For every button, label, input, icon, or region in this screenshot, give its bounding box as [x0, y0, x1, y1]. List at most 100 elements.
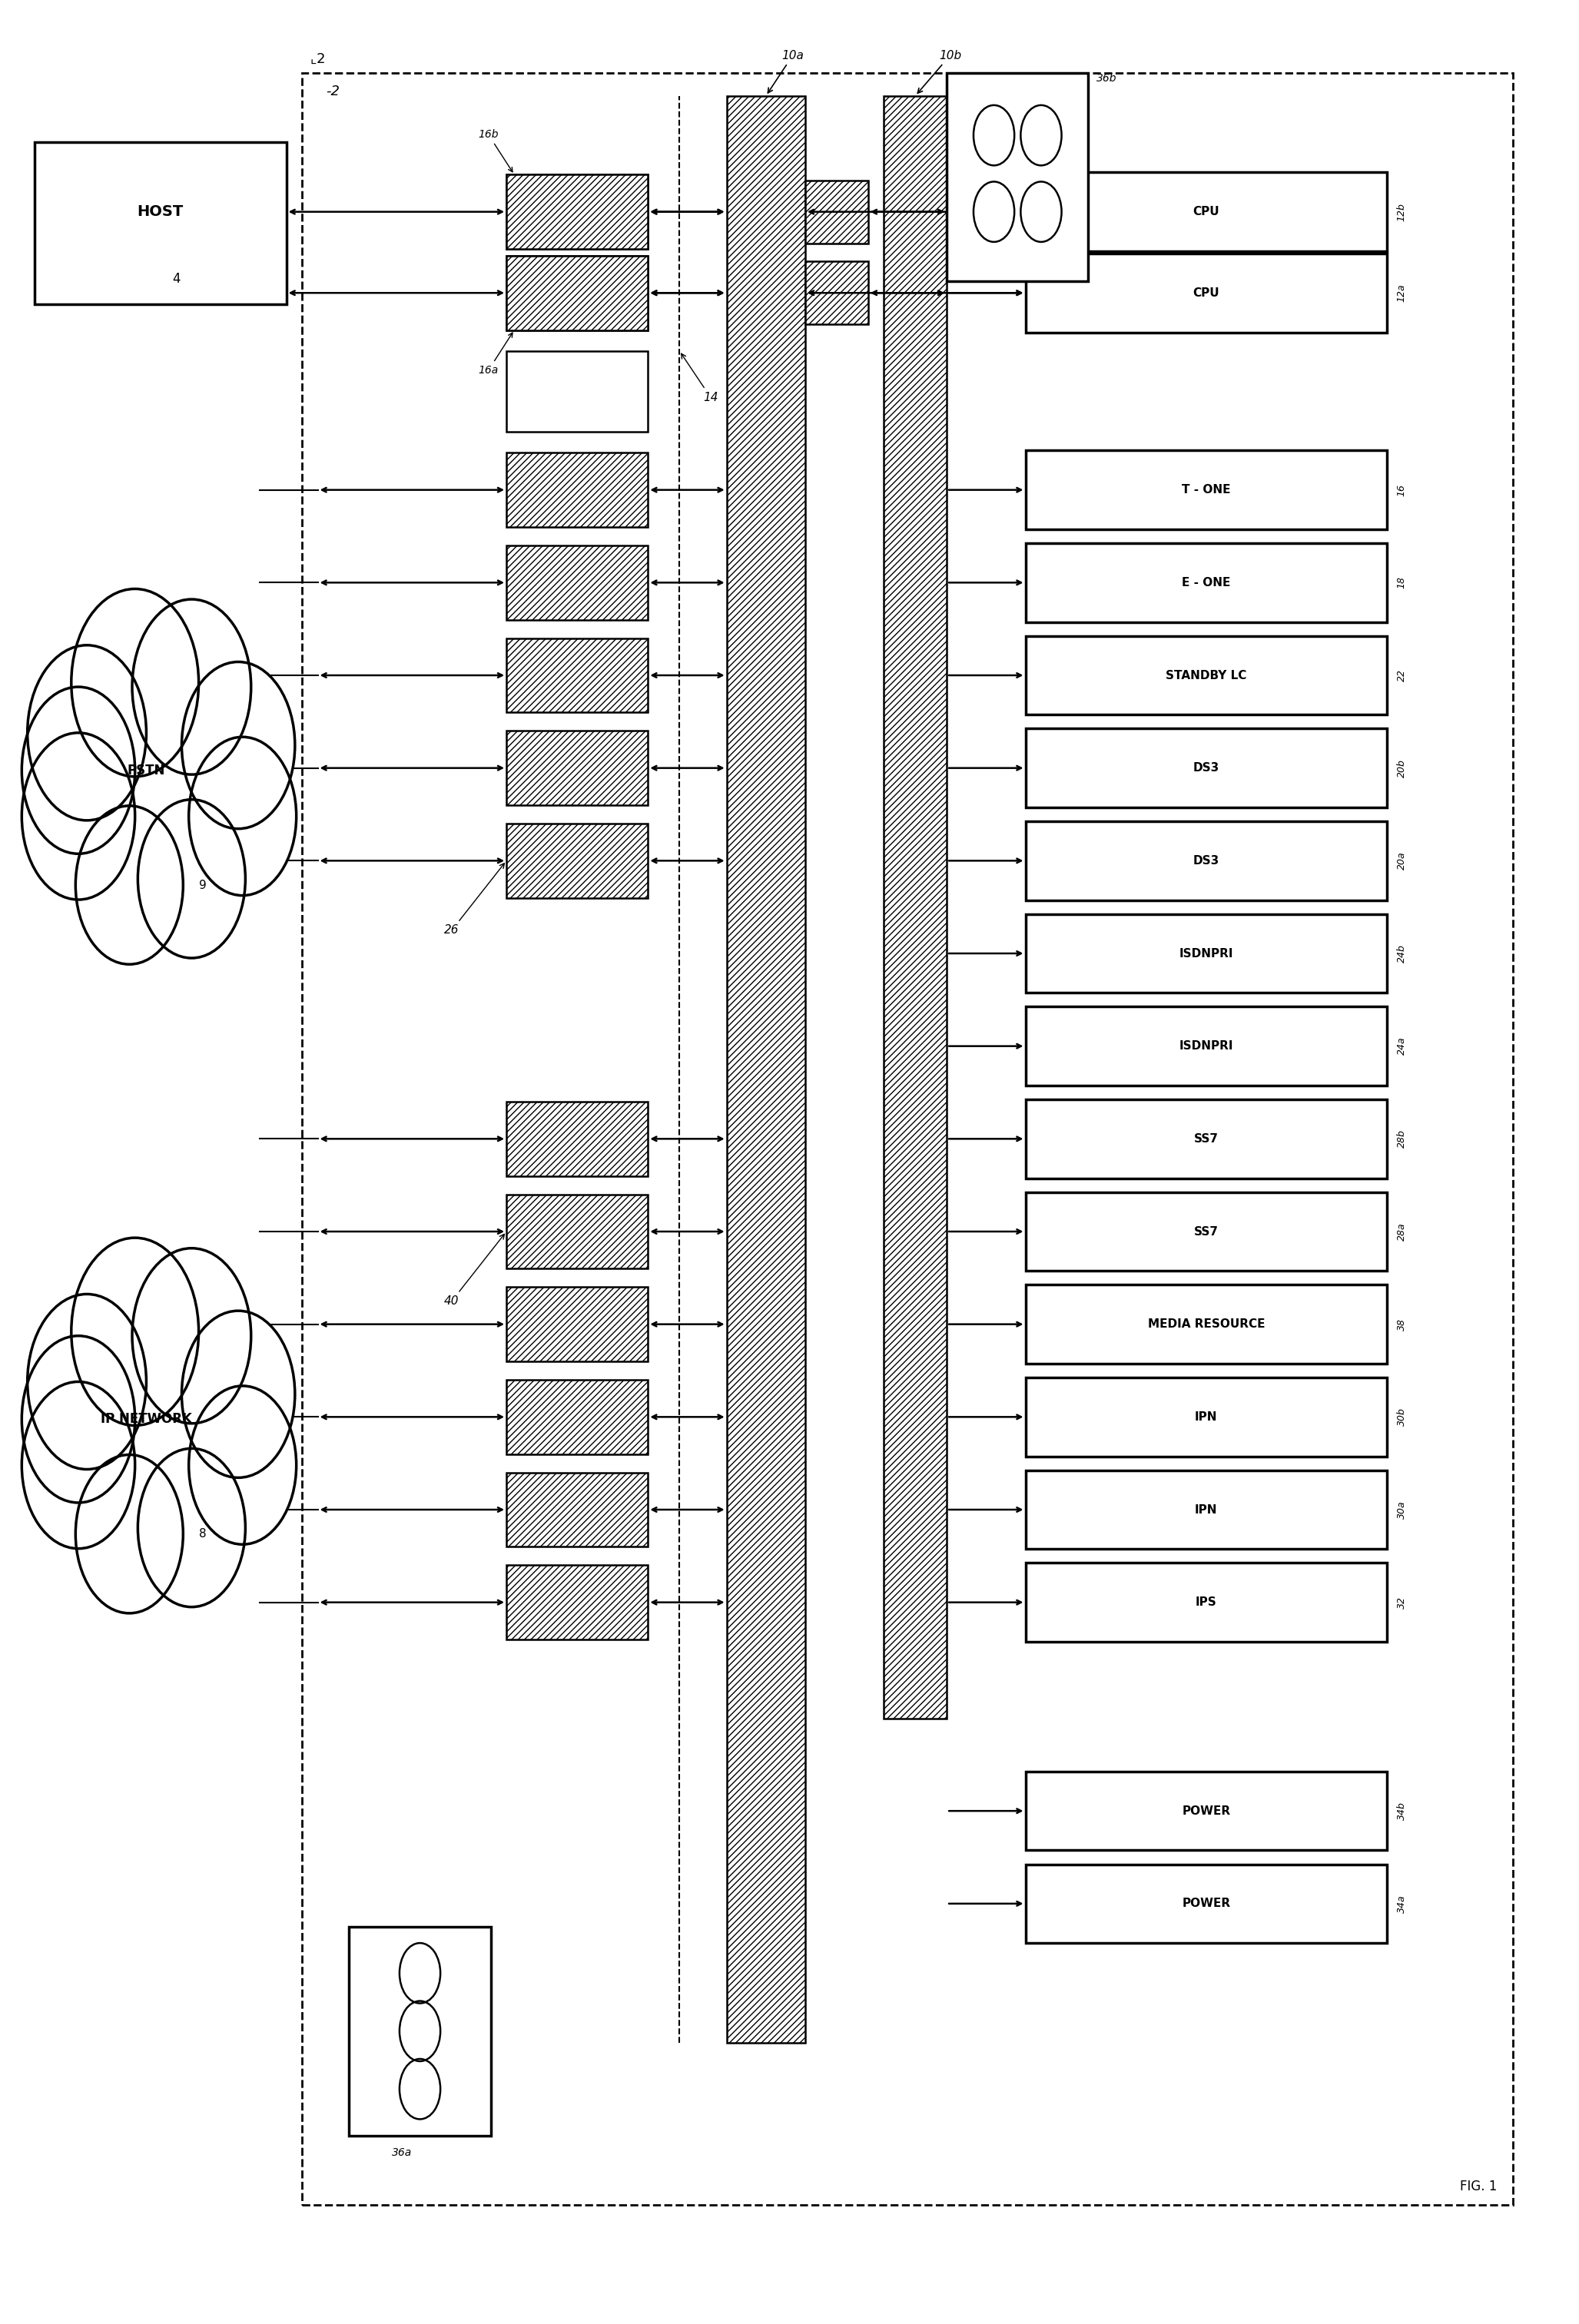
Circle shape — [133, 600, 251, 774]
Circle shape — [82, 676, 238, 906]
Text: -2: -2 — [325, 84, 339, 98]
Text: 8: 8 — [199, 1529, 207, 1541]
Text: 30a: 30a — [1396, 1501, 1407, 1518]
Circle shape — [182, 662, 295, 830]
Bar — [507, 453, 647, 528]
Text: E - ONE: E - ONE — [1183, 576, 1230, 588]
Text: HOST: HOST — [137, 205, 183, 218]
Bar — [1025, 913, 1386, 992]
Text: POWER: POWER — [1183, 1899, 1230, 1910]
Bar — [507, 1566, 647, 1638]
Bar — [507, 256, 647, 330]
Circle shape — [133, 1248, 251, 1422]
Text: 28b: 28b — [1396, 1129, 1407, 1148]
Bar — [1025, 1378, 1386, 1457]
Text: 10b: 10b — [917, 49, 962, 93]
Bar — [805, 260, 868, 325]
Text: DS3: DS3 — [1194, 762, 1219, 774]
Bar — [507, 1102, 647, 1176]
Bar — [507, 453, 647, 528]
Text: 30b: 30b — [1396, 1408, 1407, 1427]
Bar — [507, 1473, 647, 1548]
Text: 20a: 20a — [1396, 851, 1407, 869]
Text: 12b: 12b — [1396, 202, 1407, 221]
Text: MEDIA RESOURCE: MEDIA RESOURCE — [1148, 1318, 1265, 1329]
Bar — [1025, 1864, 1386, 1943]
Text: 24a: 24a — [1396, 1037, 1407, 1055]
Text: 18: 18 — [1396, 576, 1407, 588]
Bar — [349, 1927, 491, 2136]
Bar — [507, 351, 647, 432]
Bar — [805, 260, 868, 325]
Bar — [805, 181, 868, 244]
Bar — [35, 142, 286, 304]
Text: STANDBY LC: STANDBY LC — [1165, 669, 1247, 681]
Text: 16: 16 — [1396, 483, 1407, 495]
Text: 34a: 34a — [1396, 1894, 1407, 1913]
Circle shape — [27, 646, 147, 820]
Bar — [1025, 1006, 1386, 1085]
Text: SS7: SS7 — [1194, 1134, 1219, 1146]
Circle shape — [71, 1239, 199, 1425]
Text: 16b: 16b — [478, 130, 513, 172]
Text: 28a: 28a — [1396, 1222, 1407, 1241]
Bar — [1025, 637, 1386, 716]
Bar — [1025, 1771, 1386, 1850]
Bar — [1025, 820, 1386, 899]
Bar — [507, 174, 647, 249]
Bar — [1025, 1099, 1386, 1178]
Text: IPN: IPN — [1195, 1504, 1217, 1515]
Text: SS7: SS7 — [1194, 1225, 1219, 1236]
Text: 22: 22 — [1396, 669, 1407, 681]
Bar — [507, 1287, 647, 1362]
Text: 36a: 36a — [392, 2147, 412, 2157]
Text: T - ONE: T - ONE — [1181, 483, 1230, 495]
Text: ISDNPRI: ISDNPRI — [1180, 948, 1233, 960]
Bar — [507, 1287, 647, 1362]
Bar — [507, 546, 647, 621]
Bar — [507, 823, 647, 897]
Circle shape — [22, 1383, 134, 1548]
Bar — [507, 174, 647, 249]
Bar — [1025, 1192, 1386, 1271]
Bar — [726, 95, 805, 2043]
Bar — [507, 1380, 647, 1455]
Text: IP NETWORK: IP NETWORK — [101, 1413, 193, 1427]
Bar — [1025, 451, 1386, 530]
Bar — [507, 1380, 647, 1455]
Text: 34b: 34b — [1396, 1801, 1407, 1820]
Bar — [507, 256, 647, 330]
Bar — [1025, 1471, 1386, 1550]
Text: 32: 32 — [1396, 1597, 1407, 1608]
Text: CPU: CPU — [1194, 207, 1219, 218]
Bar — [726, 95, 805, 2043]
Text: 26: 26 — [444, 862, 504, 937]
Bar — [1025, 544, 1386, 623]
Text: FIG. 1: FIG. 1 — [1461, 2180, 1497, 2194]
Bar — [884, 95, 947, 1717]
Circle shape — [76, 1455, 183, 1613]
Circle shape — [76, 806, 183, 964]
Bar — [507, 1195, 647, 1269]
Circle shape — [189, 1385, 297, 1545]
Text: POWER: POWER — [1183, 1806, 1230, 1817]
Text: $\llcorner$2: $\llcorner$2 — [309, 51, 325, 65]
Text: IPS: IPS — [1195, 1597, 1217, 1608]
Bar — [507, 823, 647, 897]
Bar — [884, 95, 947, 1717]
Bar — [1025, 253, 1386, 332]
Text: 40: 40 — [444, 1234, 504, 1306]
Bar — [507, 546, 647, 621]
Circle shape — [182, 1311, 295, 1478]
Bar — [507, 639, 647, 713]
Text: 10a: 10a — [767, 49, 804, 93]
Text: 20b: 20b — [1396, 760, 1407, 776]
Text: 4: 4 — [172, 272, 180, 286]
Text: 9: 9 — [199, 878, 207, 890]
Circle shape — [22, 732, 134, 899]
Circle shape — [22, 1336, 134, 1504]
Bar — [507, 256, 647, 330]
Text: IPN: IPN — [1195, 1411, 1217, 1422]
Text: 12a: 12a — [1396, 284, 1407, 302]
Text: ISDNPRI: ISDNPRI — [1180, 1041, 1233, 1053]
